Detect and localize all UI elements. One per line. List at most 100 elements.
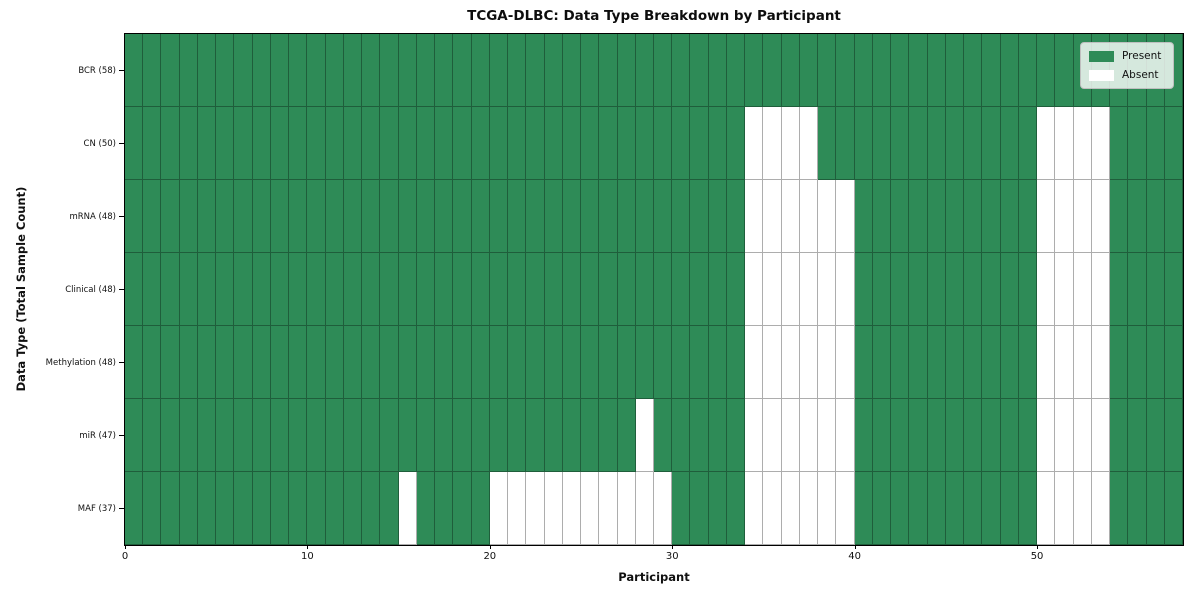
heatmap-cell [526,180,545,253]
heatmap-cell [891,472,910,545]
heatmap-cell [343,472,363,545]
heatmap-cell [562,180,582,253]
heatmap-cell [1000,107,1019,180]
heatmap-cell [143,180,162,253]
x-tick-mark [125,545,126,549]
heatmap-cell [617,253,636,326]
heatmap-cell [562,472,582,545]
heatmap-cell [1055,34,1074,107]
heatmap-cell [1164,399,1183,472]
heatmap-cell [799,326,819,399]
heatmap-cell [927,399,946,472]
heatmap-cell [544,180,563,253]
heatmap-cell [581,180,600,253]
heatmap-cell [562,326,582,399]
heatmap-cell [1091,399,1111,472]
heatmap-cell [763,472,782,545]
heatmap-cell [909,253,928,326]
heatmap-cell [380,34,399,107]
heatmap-cell [234,326,253,399]
heatmap-cell [690,34,709,107]
heatmap-cell [909,399,928,472]
heatmap-cell [544,399,563,472]
heatmap-cell [435,253,454,326]
heatmap-cell [872,107,892,180]
heatmap-cell [599,326,618,399]
legend-item-absent: Absent [1089,69,1165,81]
heatmap-cell [745,472,764,545]
heatmap-cell [471,399,490,472]
heatmap-cell [653,107,673,180]
heatmap-cell [854,180,873,253]
heatmap-cell [398,253,417,326]
heatmap-cell [526,472,545,545]
heatmap-cell [1000,399,1019,472]
heatmap-cell [964,326,983,399]
heatmap-cell [599,253,618,326]
heatmap-cell [1091,326,1111,399]
y-tick-label: BCR (58) [78,65,116,76]
heatmap-cell [964,107,983,180]
heatmap-cell [179,34,198,107]
heatmap-cell [325,34,344,107]
heatmap-cell [672,399,691,472]
heatmap-cell [763,253,782,326]
heatmap-cell [380,399,399,472]
heatmap-cell [617,472,636,545]
heatmap-cell [1055,399,1074,472]
heatmap-cell [891,253,910,326]
heatmap-cell [836,180,855,253]
heatmap-cell [197,253,217,326]
heatmap-cell [982,472,1001,545]
heatmap-cell [964,472,983,545]
heatmap-cell [836,326,855,399]
heatmap-cell [763,399,782,472]
heatmap-cell [891,34,910,107]
heatmap-cell [270,180,290,253]
heatmap-cell [818,472,837,545]
y-tick-label: Clinical (48) [65,284,116,295]
heatmap-cell [289,472,308,545]
heatmap-cell [216,107,235,180]
heatmap-cell [307,399,326,472]
heatmap-cell [781,253,800,326]
heatmap-cell [179,107,198,180]
y-tick-label: MAF (37) [77,503,116,514]
heatmap-cell [1073,472,1092,545]
heatmap-cell [726,34,746,107]
heatmap-cell [1037,180,1056,253]
heatmap-cell [1110,253,1129,326]
heatmap-cell [325,326,344,399]
heatmap-cell [526,399,545,472]
heatmap-cell [234,34,253,107]
heatmap-cell [544,253,563,326]
heatmap-cell [927,34,946,107]
y-tick-mark [119,362,124,363]
heatmap-cell [234,180,253,253]
heatmap-cell [635,180,654,253]
heatmap-cell [435,107,454,180]
heatmap-cell [745,253,764,326]
heatmap-cell [471,253,490,326]
heatmap-cell [982,326,1001,399]
heatmap-cell [909,326,928,399]
chart-title: TCGA-DLBC: Data Type Breakdown by Partic… [467,8,841,24]
heatmap-cell [179,253,198,326]
heatmap-cell [672,253,691,326]
heatmap-cell [143,472,162,545]
heatmap-cell [435,180,454,253]
heatmap-cell [635,107,654,180]
heatmap-cell [945,107,965,180]
heatmap-cell [854,472,873,545]
heatmap-cell [672,180,691,253]
heatmap-cell [599,180,618,253]
heatmap-cell [781,326,800,399]
heatmap-cell [581,34,600,107]
heatmap-cell [635,34,654,107]
heatmap-cell [599,34,618,107]
heatmap-cell [1018,472,1038,545]
heatmap-cell [745,399,764,472]
heatmap-cell [781,107,800,180]
heatmap-cell [1037,107,1056,180]
heatmap-cell [179,326,198,399]
